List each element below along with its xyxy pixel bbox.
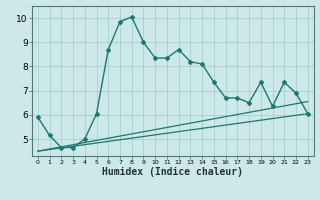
X-axis label: Humidex (Indice chaleur): Humidex (Indice chaleur)	[102, 167, 243, 177]
